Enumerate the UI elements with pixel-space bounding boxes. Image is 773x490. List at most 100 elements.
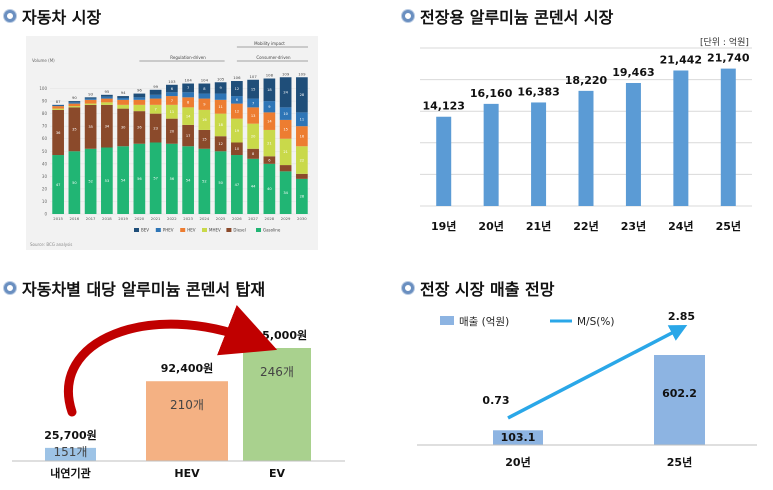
total-label: 109 <box>282 71 290 76</box>
total-label: 99 <box>153 84 158 89</box>
total-label: 104 <box>201 78 209 83</box>
panel-title-text: 전장 시장 매출 전망 <box>420 280 555 299</box>
segment-value-label: 53 <box>105 179 110 183</box>
segment-value-label: 13 <box>251 114 256 118</box>
bar-segment-phev <box>296 112 308 127</box>
bar-segment-bev <box>84 97 97 99</box>
segment-value-label: 35 <box>88 125 93 129</box>
bar <box>654 355 705 445</box>
bar-segment-hev <box>84 99 97 104</box>
segment-value-label: 24 <box>283 91 288 95</box>
bar-segment-gasoline <box>198 148 211 214</box>
segment-value-label: 21 <box>267 141 272 145</box>
bar-segment-mhev <box>214 113 227 137</box>
bar <box>146 381 228 461</box>
bar-segment-hev <box>133 99 146 105</box>
value-label: 16,383 <box>517 85 559 98</box>
bar-segment-bev <box>279 77 292 108</box>
bar-segment-phev <box>182 92 194 98</box>
bar-segment-gasoline <box>166 143 178 214</box>
bar-segment-gasoline <box>296 178 308 214</box>
x-tick-label: 2029 <box>281 216 291 221</box>
segment-value-label: 19 <box>235 129 240 133</box>
bar-segment-mhev <box>296 146 308 174</box>
bar-segment-gasoline <box>263 163 276 214</box>
x-tick-label: 20년 <box>505 455 530 469</box>
bar-segment-bev <box>214 82 227 94</box>
legend-swatch <box>440 316 454 325</box>
bar <box>531 102 547 206</box>
segment-value-label: 16 <box>202 118 207 122</box>
segment-value-label: 54 <box>121 178 126 182</box>
count-label: 210개 <box>170 398 204 412</box>
segment-value-label: 12 <box>218 142 223 146</box>
panel-title-condenser-market: 전장용 알루미늄 콘덴서 시장 <box>402 4 613 28</box>
x-tick-label: 2017 <box>86 216 96 221</box>
bar-segment-hev <box>149 98 162 105</box>
legend-label: M/S(%) <box>577 316 614 328</box>
x-tick-label: 2027 <box>248 216 258 221</box>
panel-title-auto-market: 자동차 시장 <box>4 4 101 28</box>
segment-value-label: 47 <box>56 183 61 187</box>
x-tick-label: 25년 <box>667 455 692 469</box>
y-tick-label: 100 <box>39 86 47 91</box>
bar-segment-gasoline <box>247 158 259 214</box>
y-tick-label: 0 <box>44 212 47 217</box>
count-label: 246개 <box>260 365 294 379</box>
bar-segment-bev <box>149 89 162 95</box>
bar-segment-mhev <box>231 118 243 143</box>
y-axis-label: Volume (M) <box>32 58 55 63</box>
bar-segment-hev <box>263 112 276 130</box>
segment-value-label: 54 <box>186 178 191 182</box>
bar-segment-diesel <box>182 124 194 147</box>
source-note: Source: BCG analysis <box>30 242 72 247</box>
segment-value-label: 52 <box>202 180 207 184</box>
annotation-label: Consumer-driven <box>256 55 291 60</box>
bar-segment-diesel <box>133 111 146 144</box>
segment-value-label: 11 <box>170 110 175 114</box>
segment-value-label: 15 <box>251 87 256 91</box>
auto-market-stacked-chart: Volume (M) Source: BCG analysis 01020304… <box>26 36 318 250</box>
value-label: 18,220 <box>565 74 608 87</box>
segment-value-label: 40 <box>267 187 272 191</box>
x-tick-label: 25년 <box>716 219 741 233</box>
legend-label: Diesel <box>233 228 245 233</box>
legend-label: 매출 (억원) <box>459 316 509 328</box>
total-label: 104 <box>185 78 193 83</box>
value-label: 25,700원 <box>44 428 97 442</box>
bar-segment-phev <box>198 93 211 99</box>
bar-segment-gasoline <box>149 142 162 214</box>
bar-segment-bev <box>296 77 308 113</box>
segment-value-label: 56 <box>137 177 142 181</box>
per-vehicle-bar-chart: 151개25,700원내연기관210개92,400원HEV246개135,000… <box>12 305 345 480</box>
bar-segment-gasoline <box>117 146 129 214</box>
x-tick-label: 2019 <box>118 216 128 221</box>
x-tick-label: 2020 <box>135 216 145 221</box>
annotation-label: Mobility impact <box>254 41 285 46</box>
total-label: 93 <box>88 91 93 96</box>
segment-value-label: 8 <box>252 152 255 156</box>
x-tick-label: HEV <box>174 467 200 480</box>
legend-label: PHEV <box>163 228 174 233</box>
total-label: 105 <box>217 76 225 81</box>
bar-segment-gasoline <box>68 151 81 214</box>
legend-label: HEV <box>187 228 196 233</box>
ms-value-label: 2.85 <box>668 310 695 323</box>
total-label: 96 <box>137 88 142 93</box>
x-tick-label: 2030 <box>297 216 307 221</box>
bar-segment-phev <box>101 96 113 99</box>
bar-segment-gasoline <box>84 148 97 214</box>
bar <box>720 68 736 206</box>
segment-value-label: 7 <box>154 108 156 112</box>
bar-segment-bev <box>52 104 64 106</box>
segment-value-label: 11 <box>300 118 305 122</box>
count-label: 151개 <box>54 445 88 459</box>
bar-segment-hev <box>182 97 194 108</box>
segment-value-label: 12 <box>235 109 240 113</box>
bar-segment-hev <box>198 98 211 110</box>
segment-value-label: 57 <box>153 177 158 181</box>
bar <box>493 430 543 445</box>
x-tick-label: 2015 <box>53 216 63 221</box>
value-label: 92,400원 <box>161 361 214 375</box>
segment-value-label: 28 <box>300 93 305 97</box>
